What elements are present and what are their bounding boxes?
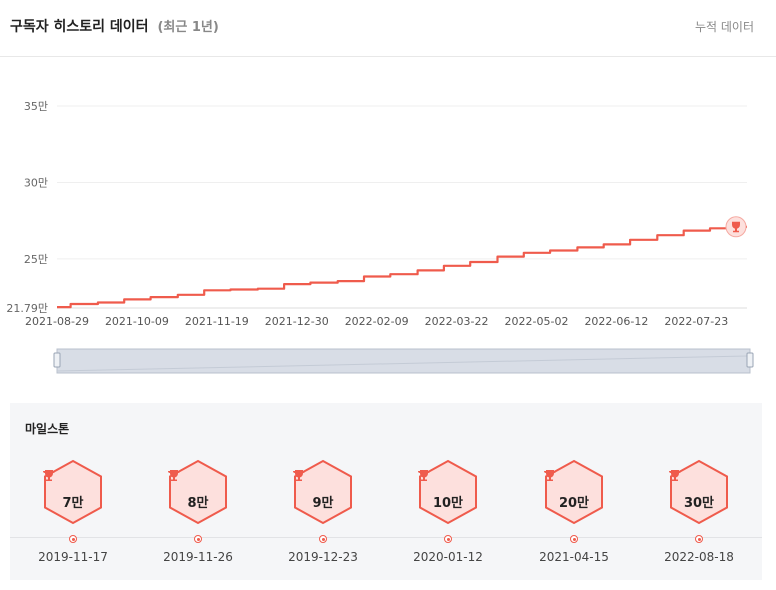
cumulative-data-link[interactable]: 누적 데이터	[694, 20, 754, 34]
milestone-date: 2019-12-23	[288, 550, 358, 564]
navigator-preview-line	[56, 355, 748, 372]
y-tick-label: 30만	[24, 176, 48, 189]
x-tick-label: 2022-03-22	[425, 315, 489, 328]
milestone-item: 8만 2019-11-26	[143, 459, 253, 564]
milestone-item: 7만 2019-11-17	[18, 459, 128, 564]
milestone-timeline	[10, 537, 762, 538]
x-tick-label: 2022-05-02	[505, 315, 569, 328]
milestone-item: 30만 2022-08-18	[644, 459, 754, 564]
y-tick-label: 25만	[24, 253, 48, 266]
milestone-dot	[194, 535, 202, 543]
milestone-badge: 10만	[417, 459, 479, 525]
y-tick-label: 35만	[24, 100, 48, 113]
milestone-badge: 8만	[167, 459, 229, 525]
milestone-item: 9만 2019-12-23	[268, 459, 378, 564]
milestone-dot	[319, 535, 327, 543]
milestone-date: 2020-01-12	[413, 550, 483, 564]
milestone-value: 10만	[432, 496, 464, 511]
x-tick-label: 2022-07-23	[664, 315, 728, 328]
milestone-item: 10만 2020-01-12	[393, 459, 503, 564]
hexagon-shape	[670, 459, 728, 525]
milestone-date: 2021-04-15	[539, 550, 609, 564]
header: 구독자 히스토리 데이터 (최근 1년) 누적 데이터	[0, 0, 776, 57]
milestone-value: 9만	[312, 496, 334, 511]
milestone-dot	[444, 535, 452, 543]
series-line	[57, 225, 747, 309]
milestone-badge: 20만	[543, 459, 605, 525]
trophy-icon	[732, 221, 740, 233]
milestone-dot	[69, 535, 77, 543]
milestone-panel: 마일스톤 7만 2019-11-17 8만 2019-11-26 9만 2019-12-2…	[10, 403, 762, 580]
x-tick-label: 2022-06-12	[584, 315, 648, 328]
milestone-value: 30만	[683, 496, 715, 511]
y-tick-label: 21.79만	[6, 302, 48, 315]
milestone-dot	[695, 535, 703, 543]
x-tick-label: 2021-10-09	[105, 315, 169, 328]
page-title-period: (최근 1년)	[157, 20, 219, 35]
milestone-date: 2019-11-26	[163, 550, 233, 564]
range-handle-right[interactable]	[746, 352, 754, 368]
x-tick-label: 2021-08-29	[25, 315, 89, 328]
hexagon-shape	[169, 459, 227, 525]
milestone-title: 마일스톤	[25, 422, 70, 436]
milestone-dot	[570, 535, 578, 543]
milestone-item: 20만 2021-04-15	[519, 459, 629, 564]
milestone-date: 2022-08-18	[664, 550, 734, 564]
milestone-date: 2019-11-17	[38, 550, 108, 564]
milestone-badge: 7만	[42, 459, 104, 525]
page-title-text: 구독자 히스토리 데이터	[10, 19, 149, 35]
milestone-badge: 9만	[292, 459, 354, 525]
page-title: 구독자 히스토리 데이터 (최근 1년)	[10, 16, 219, 36]
x-tick-label: 2021-11-19	[185, 315, 249, 328]
hexagon-shape	[545, 459, 603, 525]
milestone-value: 8만	[187, 496, 209, 511]
milestone-badge: 30만	[668, 459, 730, 525]
chart-area: 35만 30만 25만 21.79만 2021-08-29 2021-10-09 2021-…	[0, 57, 776, 387]
hexagon-shape	[44, 459, 102, 525]
hexagon-shape	[419, 459, 477, 525]
x-tick-label: 2022-02-09	[345, 315, 409, 328]
range-handle-left[interactable]	[53, 352, 61, 368]
hexagon-shape	[294, 459, 352, 525]
milestone-value: 7만	[62, 496, 84, 511]
milestone-value: 20만	[558, 496, 590, 511]
x-tick-label: 2021-12-30	[265, 315, 329, 328]
range-navigator-track	[56, 348, 751, 374]
